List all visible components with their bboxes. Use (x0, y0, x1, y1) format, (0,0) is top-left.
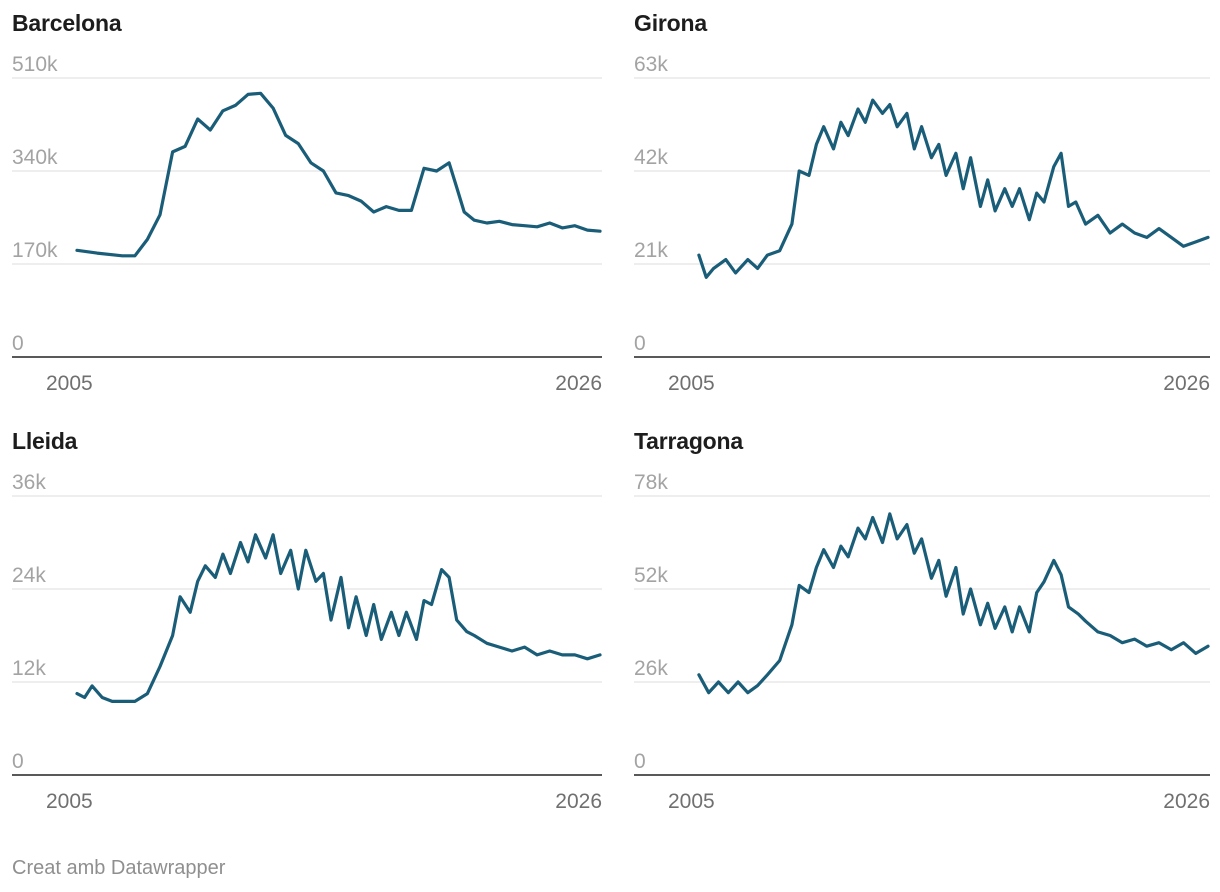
chart-plot: 78k 52k 26k 0 2005 2026 (634, 471, 1210, 813)
series-line (75, 91, 602, 258)
chart-title: Tarragona (634, 428, 743, 454)
y-tick-label: 24k (12, 564, 46, 587)
y-tick-label: 0 (12, 332, 24, 355)
x-tick-label: 2005 (668, 790, 715, 813)
chart-plot: 63k 42k 21k 0 2005 2026 (634, 53, 1210, 395)
y-tick-label: 63k (634, 53, 668, 76)
chart-plot: 36k 24k 12k 0 2005 2026 (12, 471, 602, 813)
y-tick-label: 21k (634, 239, 668, 262)
chart-panel-tarragona: Tarragona 78k 52k 26k 0 2005 2026 (634, 418, 1220, 818)
y-tick-label: 26k (634, 657, 668, 680)
series-line (75, 533, 602, 703)
y-tick-label: 170k (12, 239, 58, 262)
y-tick-label: 12k (12, 657, 46, 680)
x-tick-label: 2005 (46, 790, 93, 813)
footer-credit: Creat amb Datawrapper (12, 857, 226, 879)
y-tick-label: 0 (634, 750, 646, 773)
y-tick-label: 340k (12, 146, 58, 169)
y-tick-label: 0 (12, 750, 24, 773)
y-tick-label: 52k (634, 564, 668, 587)
chart-title: Girona (634, 10, 707, 36)
y-tick-label: 42k (634, 146, 668, 169)
x-tick-label: 2005 (46, 372, 93, 395)
chart-panel-girona: Girona 63k 42k 21k 0 2005 2026 (634, 0, 1220, 400)
chart-panel-barcelona: Barcelona 510k 340k 170k 0 2005 2026 (12, 0, 602, 400)
chart-panel-lleida: Lleida 36k 24k 12k 0 2005 2026 (12, 418, 602, 818)
y-tick-label: 78k (634, 471, 668, 494)
y-tick-label: 36k (12, 471, 46, 494)
x-tick-label: 2026 (1163, 790, 1210, 813)
x-tick-label: 2026 (1163, 372, 1210, 395)
x-tick-label: 2005 (668, 372, 715, 395)
chart-title: Lleida (12, 428, 78, 454)
series-line (697, 512, 1210, 695)
y-tick-label: 0 (634, 332, 646, 355)
y-tick-label: 510k (12, 53, 58, 76)
x-tick-label: 2026 (555, 372, 602, 395)
x-tick-label: 2026 (555, 790, 602, 813)
chart-plot: 510k 340k 170k 0 2005 2026 (12, 53, 602, 395)
series-line (697, 98, 1210, 279)
chart-title: Barcelona (12, 10, 122, 36)
